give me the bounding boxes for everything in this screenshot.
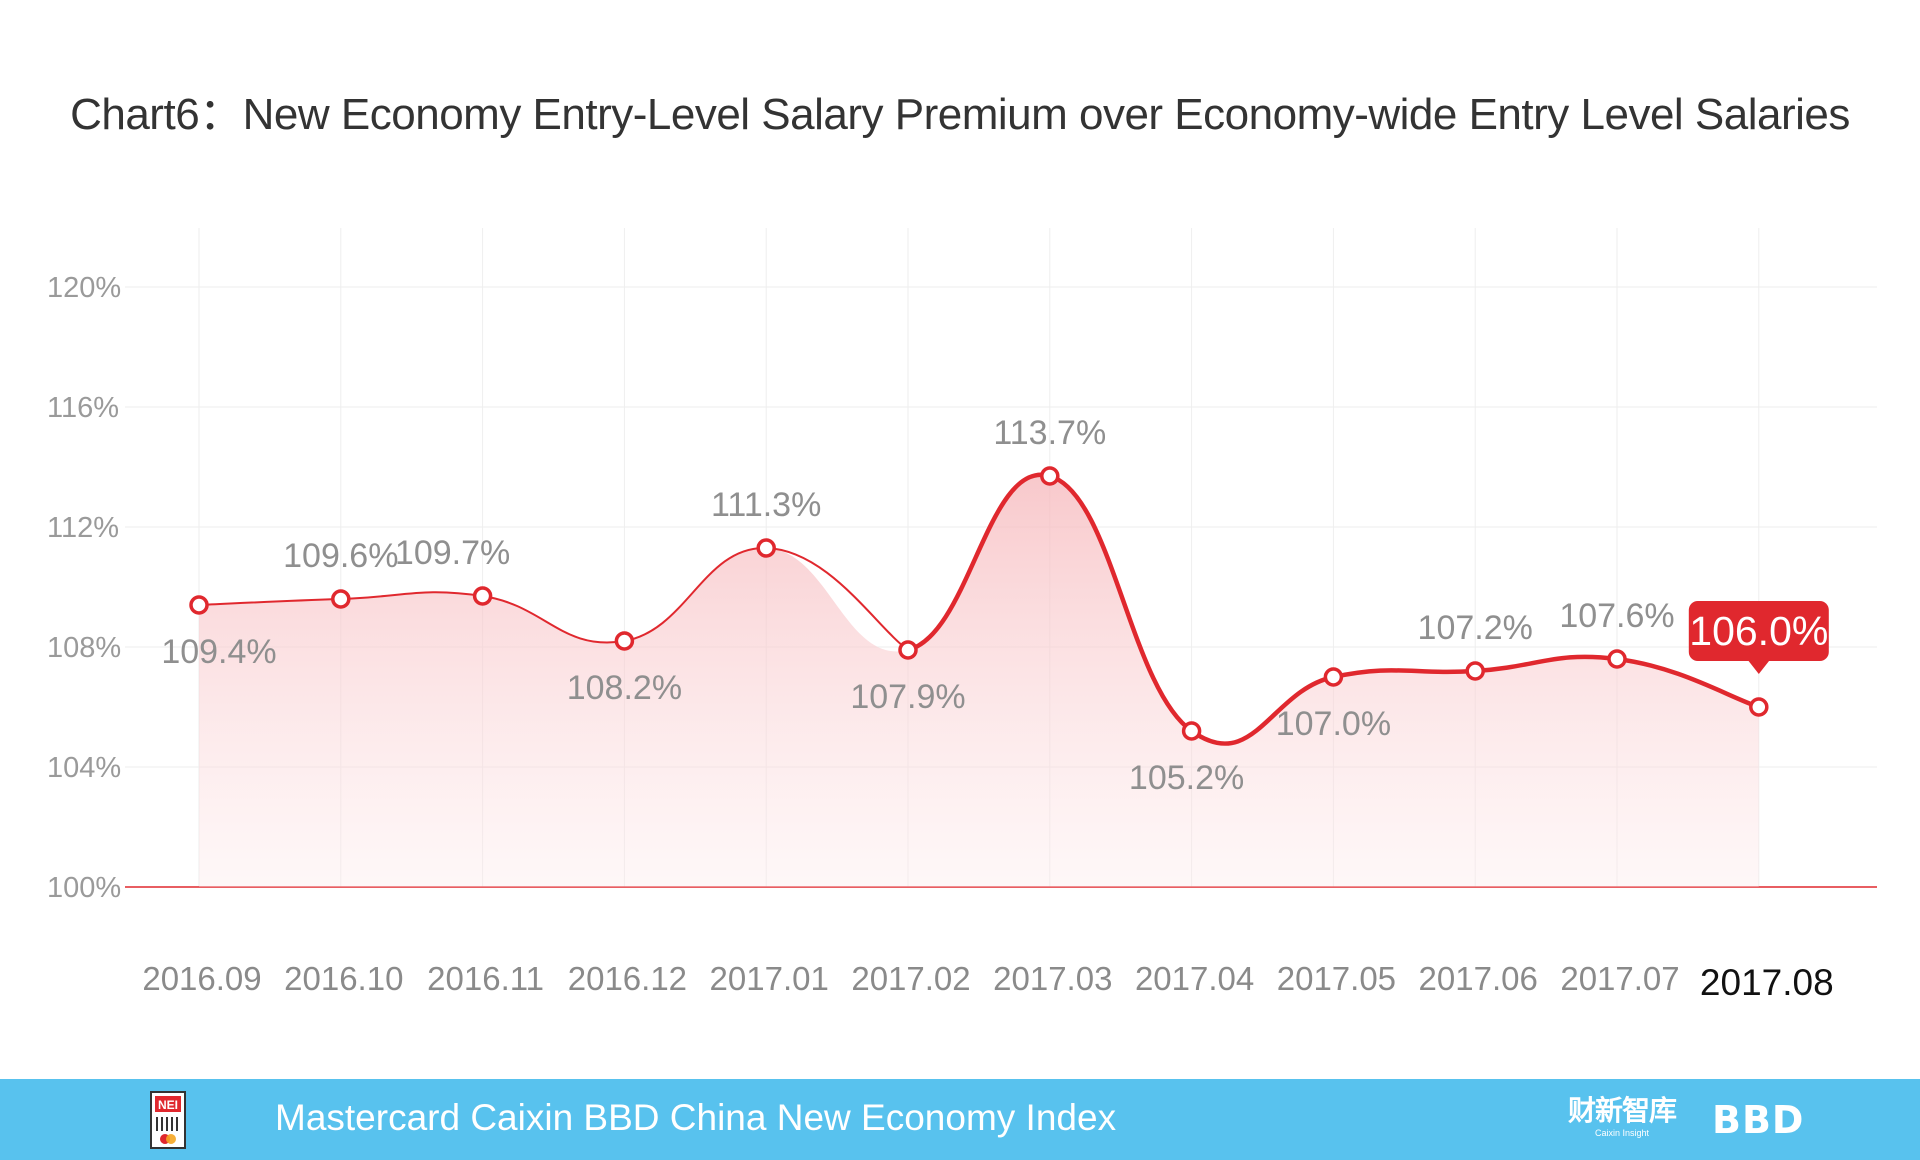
callout-box	[1688, 601, 1829, 661]
x-tick-label: 2017.07	[1560, 960, 1679, 997]
highlight-callout: 106.0%	[1688, 601, 1829, 674]
area-fill	[199, 474, 1759, 887]
footer-bar: NEI Mastercard Caixin BBD China New Econ…	[0, 1079, 1920, 1160]
data-point	[331, 589, 351, 609]
x-tick-label: 2016.11	[427, 960, 544, 997]
data-point	[1607, 649, 1627, 669]
caixin-logo: 财新智库 Caixin Insight	[1562, 1095, 1682, 1141]
x-tick-label: 2016.12	[568, 960, 687, 997]
data-label: 109.7%	[395, 534, 510, 572]
data-label: 109.6%	[283, 537, 398, 575]
y-tick-label: 104%	[47, 752, 121, 784]
x-tick-label: 2017.02	[851, 960, 970, 997]
caixin-logo-en: Caixin Insight	[1594, 1128, 1650, 1138]
x-tick-label: 2017.06	[1419, 960, 1538, 997]
data-points	[189, 466, 1769, 741]
nei-logo-icon: NEI	[150, 1091, 186, 1149]
data-point	[1181, 721, 1202, 741]
callout-pointer	[1747, 660, 1770, 674]
x-tick-label: 2017.04	[1135, 960, 1254, 997]
x-tick-label: 2017.01	[710, 960, 829, 997]
data-labels: 109.4% 109.6%109.7% 108.2% 111.3% 107.9% 113.…	[161, 414, 1674, 797]
data-label: 105.2%	[1129, 759, 1244, 797]
highlight-value-label: 106.0%	[1689, 608, 1828, 654]
data-point	[898, 640, 918, 660]
index-name: Mastercard Caixin BBD China New Economy …	[275, 1097, 1117, 1138]
data-point	[1465, 661, 1485, 681]
y-axis: 100% 104% 108% 112% 116% 120%	[47, 272, 121, 904]
y-tick-label: 100%	[47, 872, 121, 904]
data-point	[472, 586, 493, 606]
y-tick-label: 112%	[47, 512, 119, 544]
x-axis: 2016.09 2016.10 2016.11 2016.12 2017.01 2017.…	[142, 960, 1833, 1003]
x-tick-label: 2017.03	[993, 960, 1112, 997]
x-tick-label: 2017.08	[1700, 962, 1834, 1003]
data-label: 107.2%	[1418, 609, 1533, 647]
y-tick-label: 120%	[47, 272, 121, 304]
y-tick-label: 108%	[47, 632, 121, 664]
chart-plot: 109.4% 109.6%109.7% 108.2% 111.3% 107.9% 113.…	[47, 228, 1877, 1003]
area-shape	[199, 474, 1759, 887]
data-label: 113.7%	[993, 414, 1106, 452]
data-point	[1749, 697, 1769, 717]
logo-text: NEI	[158, 1098, 178, 1112]
x-tick-label: 2017.05	[1277, 960, 1396, 997]
x-tick-label: 2016.09	[142, 960, 261, 997]
data-point	[756, 538, 776, 558]
data-point	[1323, 667, 1344, 687]
caixin-logo-cn: 财新智库	[1567, 1095, 1677, 1126]
data-label: 107.6%	[1559, 597, 1674, 635]
chart-title: Chart6：New Economy Entry-Level Salary Pr…	[70, 90, 1850, 139]
data-label: 107.0%	[1276, 705, 1391, 743]
x-tick-label: 2016.10	[284, 960, 403, 997]
y-tick-label: 116%	[47, 392, 119, 424]
data-label: 107.9%	[850, 678, 965, 716]
series-line-segment	[905, 472, 1762, 746]
data-point	[1040, 466, 1060, 486]
data-label: 108.2%	[567, 669, 682, 707]
data-label: 109.4%	[161, 633, 276, 671]
data-point	[189, 595, 209, 615]
data-point	[614, 631, 635, 651]
data-label: 111.3%	[711, 486, 821, 524]
bbd-logo: BBD	[1712, 1098, 1805, 1142]
